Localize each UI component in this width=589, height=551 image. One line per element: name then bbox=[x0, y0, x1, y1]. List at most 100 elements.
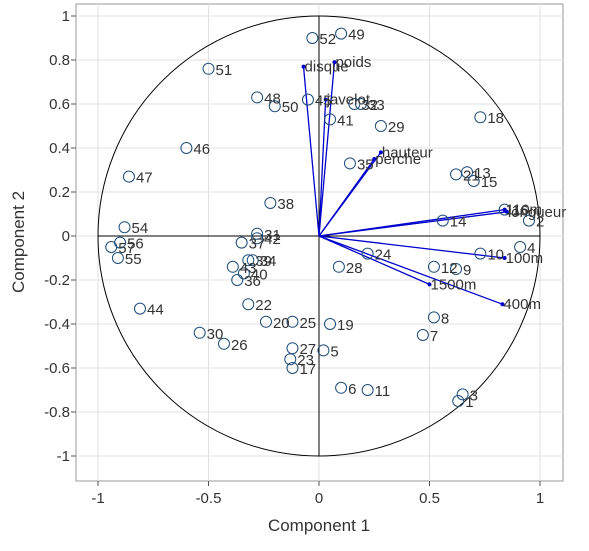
observation-point-33 bbox=[354, 98, 367, 110]
observation-point-1 bbox=[452, 395, 465, 407]
y-axis-label: Component 2 bbox=[9, 191, 28, 293]
x-tick-label: 0.5 bbox=[419, 490, 440, 507]
observation-label-1: 1 bbox=[465, 394, 473, 411]
vector-tip-100m bbox=[502, 256, 507, 260]
observation-label-20: 20 bbox=[273, 315, 290, 332]
variable-label-1500m: 1500m bbox=[431, 276, 477, 293]
variable-label-perche: perche bbox=[375, 151, 421, 168]
y-tick-label: 0.2 bbox=[49, 184, 70, 201]
observation-label-54: 54 bbox=[132, 220, 149, 237]
observation-point-31 bbox=[251, 227, 264, 240]
observation-point-41 bbox=[324, 113, 337, 126]
observation-label-18: 18 bbox=[487, 110, 504, 127]
observation-point-44 bbox=[133, 302, 146, 315]
observation-label-6: 6 bbox=[348, 381, 356, 398]
y-tick-label: 0.4 bbox=[49, 140, 70, 157]
vector-javelot bbox=[318, 99, 327, 237]
observation-label-42: 42 bbox=[264, 231, 281, 248]
observation-point-12 bbox=[427, 260, 440, 273]
observation-label-37: 37 bbox=[249, 236, 266, 253]
y-tick-label: 0 bbox=[62, 228, 70, 245]
observation-point-42 bbox=[251, 232, 264, 245]
observation-label-2: 2 bbox=[536, 214, 544, 231]
observation-label-14: 14 bbox=[450, 214, 467, 231]
observation-label-28: 28 bbox=[346, 260, 363, 277]
observation-point-19 bbox=[324, 318, 337, 330]
observation-label-21: 21 bbox=[463, 167, 480, 184]
observation-label-33: 33 bbox=[368, 97, 385, 114]
observation-point-57 bbox=[105, 241, 118, 253]
observation-point-49 bbox=[335, 27, 348, 40]
observation-point-34 bbox=[246, 254, 259, 267]
observation-point-55 bbox=[111, 252, 124, 264]
variable-label-disque: disque bbox=[305, 59, 349, 76]
y-tick-label: -0.2 bbox=[44, 272, 70, 289]
observation-label-4: 4 bbox=[527, 240, 535, 257]
observation-point-11 bbox=[361, 384, 374, 396]
observation-label-44: 44 bbox=[147, 302, 164, 319]
x-axis-label: Component 1 bbox=[268, 516, 370, 535]
observation-point-46 bbox=[180, 142, 193, 154]
observation-point-52 bbox=[306, 32, 319, 44]
y-tick-label: -0.6 bbox=[44, 360, 70, 377]
variable-label-hauteur: hauteur bbox=[382, 144, 433, 161]
vector-tip-perche bbox=[372, 157, 377, 161]
vector-tip-400m bbox=[500, 302, 505, 307]
observation-label-36: 36 bbox=[244, 273, 261, 290]
observation-label-57: 57 bbox=[118, 240, 135, 257]
observation-point-18 bbox=[474, 111, 487, 124]
observation-label-43: 43 bbox=[240, 260, 257, 277]
observation-label-52: 52 bbox=[319, 31, 336, 48]
observation-label-26: 26 bbox=[231, 337, 248, 354]
observation-label-12: 12 bbox=[441, 260, 458, 277]
observation-point-54 bbox=[118, 221, 131, 234]
observation-label-50: 50 bbox=[282, 99, 299, 116]
observation-label-11: 11 bbox=[375, 383, 391, 400]
x-tick-label: -0.5 bbox=[196, 490, 222, 507]
y-tick-label: 0.6 bbox=[49, 96, 70, 113]
observation-label-49: 49 bbox=[348, 27, 365, 44]
variable-label-110m: 110m bbox=[506, 202, 542, 219]
observation-point-5 bbox=[317, 344, 330, 357]
observation-label-8: 8 bbox=[441, 310, 449, 327]
observation-point-22 bbox=[242, 298, 255, 311]
vector-tip-hauteur bbox=[378, 150, 383, 155]
observation-point-4 bbox=[514, 241, 527, 253]
vector-perche bbox=[318, 158, 375, 237]
observation-point-27 bbox=[286, 342, 299, 355]
observation-label-56: 56 bbox=[127, 236, 144, 253]
observation-point-16 bbox=[498, 203, 511, 216]
y-tick-label: 1 bbox=[62, 8, 70, 25]
y-tick-label: -1 bbox=[57, 448, 70, 465]
observation-points bbox=[105, 27, 535, 407]
observation-label-15: 15 bbox=[481, 174, 498, 191]
y-tick-label: 0.8 bbox=[49, 52, 70, 69]
observation-label-39: 39 bbox=[255, 253, 272, 270]
vector-400m bbox=[318, 235, 503, 305]
observation-label-34: 34 bbox=[260, 253, 277, 270]
observation-label-7: 7 bbox=[430, 328, 438, 345]
observation-point-9 bbox=[450, 263, 463, 275]
observation-label-22: 22 bbox=[255, 297, 272, 314]
x-tick-label: 0 bbox=[315, 490, 323, 507]
observation-point-47 bbox=[122, 170, 135, 183]
observation-point-40 bbox=[237, 267, 250, 280]
observation-label-25: 25 bbox=[299, 315, 316, 332]
observation-point-2 bbox=[522, 214, 535, 227]
vector-tip-disque bbox=[301, 64, 306, 69]
vector-tip-poids bbox=[332, 60, 337, 65]
observation-label-55: 55 bbox=[125, 251, 142, 268]
observation-label-48: 48 bbox=[264, 90, 281, 107]
observation-label-47: 47 bbox=[136, 170, 153, 187]
vector-1500m bbox=[318, 235, 430, 285]
vector-poids bbox=[318, 62, 336, 237]
vector-100m bbox=[318, 235, 505, 259]
observation-point-14 bbox=[436, 214, 449, 227]
variable-label-longueur: longueur bbox=[508, 204, 566, 221]
observation-label-41: 41 bbox=[337, 112, 354, 129]
observation-label-38: 38 bbox=[277, 196, 294, 213]
variable-label-100m: 100m bbox=[506, 250, 544, 267]
y-tick-label: -0.8 bbox=[44, 404, 70, 421]
observation-point-10 bbox=[474, 247, 487, 260]
variable-label-javelot: javelot bbox=[326, 92, 371, 109]
